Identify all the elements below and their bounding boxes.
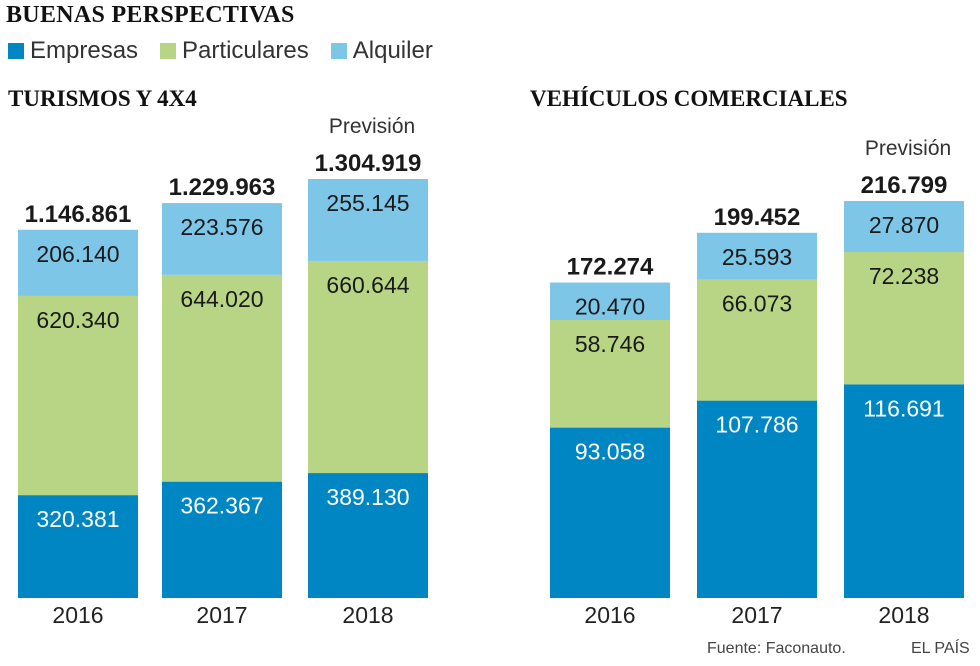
brand-credit: EL PAÍS bbox=[911, 640, 970, 657]
legend-swatch-empresas bbox=[8, 43, 24, 59]
data-label-turismos-2016-particulares: 620.340 bbox=[36, 307, 119, 333]
data-label-turismos-2018-particulares: 660.644 bbox=[326, 272, 409, 298]
data-label-comerciales-2017-particulares: 66.073 bbox=[722, 291, 792, 317]
source-note: Fuente: Faconauto. bbox=[707, 640, 846, 657]
bar-turismos-2016-particulares bbox=[18, 295, 138, 496]
data-label-turismos-2016-alquiler: 206.140 bbox=[36, 241, 119, 267]
data-label-comerciales-2018-particulares: 72.238 bbox=[869, 263, 939, 289]
bar-turismos-2018-alquiler bbox=[308, 179, 428, 261]
legend-swatch-alquiler bbox=[330, 43, 347, 59]
x-tick-comerciales-2018: 2018 bbox=[878, 602, 929, 628]
x-tick-turismos-2017: 2017 bbox=[196, 602, 247, 628]
bar-turismos-2016-empresas bbox=[18, 495, 138, 598]
bar-turismos-2017-empresas bbox=[162, 481, 282, 598]
data-label-comerciales-2017-alquiler: 25.593 bbox=[722, 244, 792, 270]
bar-comerciales-2016-alquiler bbox=[550, 282, 670, 321]
legend-swatch-particulares bbox=[160, 43, 177, 59]
legend-item-empresas: Empresas bbox=[8, 37, 138, 65]
bar-comerciales-2017-particulares bbox=[697, 279, 817, 401]
data-label-turismos-2017-particulares: 644.020 bbox=[180, 286, 263, 312]
bar-comerciales-2016-particulares bbox=[550, 320, 670, 428]
page-title: BUENAS PERSPECTIVAS bbox=[6, 2, 295, 28]
legend-item-alquiler: Alquiler bbox=[330, 37, 433, 65]
chart-title-comerciales: VEHÍCULOS COMERCIALES bbox=[530, 86, 848, 111]
data-label-turismos-2018-alquiler: 255.145 bbox=[326, 190, 409, 216]
x-tick-turismos-2018: 2018 bbox=[342, 602, 393, 628]
bar-comerciales-2018-particulares bbox=[844, 252, 964, 385]
total-label-turismos-2017: 1.229.963 bbox=[169, 174, 276, 201]
forecast-label-comerciales: Previsión bbox=[865, 137, 951, 160]
bar-comerciales-2018-alquiler bbox=[844, 201, 964, 253]
total-label-comerciales-2018: 216.799 bbox=[861, 172, 948, 199]
total-label-turismos-2018: 1.304.919 bbox=[315, 150, 422, 177]
bar-comerciales-2018-empresas bbox=[844, 384, 964, 598]
bar-turismos-2018-particulares bbox=[308, 260, 428, 474]
bar-comerciales-2016-empresas bbox=[550, 427, 670, 598]
legend-label-empresas: Empresas bbox=[30, 37, 139, 64]
bar-turismos-2017-alquiler bbox=[162, 203, 282, 275]
data-label-comerciales-2016-particulares: 58.746 bbox=[575, 331, 645, 357]
data-label-comerciales-2016-empresas: 93.058 bbox=[575, 439, 645, 465]
total-label-comerciales-2017: 199.452 bbox=[714, 204, 801, 231]
bar-turismos-2018-empresas bbox=[308, 473, 428, 598]
x-tick-comerciales-2016: 2016 bbox=[584, 602, 635, 628]
data-label-turismos-2017-empresas: 362.367 bbox=[180, 493, 263, 519]
data-label-turismos-2016-empresas: 320.381 bbox=[36, 506, 119, 532]
data-label-comerciales-2016-alquiler: 20.470 bbox=[575, 294, 645, 320]
legend-label-alquiler: Alquiler bbox=[352, 37, 433, 64]
data-label-comerciales-2018-empresas: 116.691 bbox=[863, 395, 944, 421]
data-label-turismos-2017-alquiler: 223.576 bbox=[180, 214, 263, 240]
legend: Empresas Particulares Alquiler bbox=[8, 37, 455, 65]
bar-turismos-2016-alquiler bbox=[18, 229, 138, 296]
data-label-comerciales-2018-alquiler: 27.870 bbox=[869, 212, 939, 238]
data-label-turismos-2018-empresas: 389.130 bbox=[326, 484, 409, 510]
bar-comerciales-2017-alquiler bbox=[697, 232, 817, 280]
legend-item-particulares: Particulares bbox=[160, 37, 309, 65]
bar-comerciales-2017-empresas bbox=[697, 400, 817, 598]
chart-title-turismos: TURISMOS Y 4X4 bbox=[8, 86, 197, 111]
total-label-comerciales-2016: 172.274 bbox=[567, 254, 654, 281]
x-tick-turismos-2016: 2016 bbox=[52, 602, 103, 628]
legend-label-particulares: Particulares bbox=[182, 37, 309, 64]
x-tick-comerciales-2017: 2017 bbox=[731, 602, 782, 628]
bar-turismos-2017-particulares bbox=[162, 274, 282, 482]
forecast-label-turismos: Previsión bbox=[329, 115, 415, 138]
data-label-comerciales-2017-empresas: 107.786 bbox=[715, 412, 798, 438]
total-label-turismos-2016: 1.146.861 bbox=[25, 201, 132, 228]
